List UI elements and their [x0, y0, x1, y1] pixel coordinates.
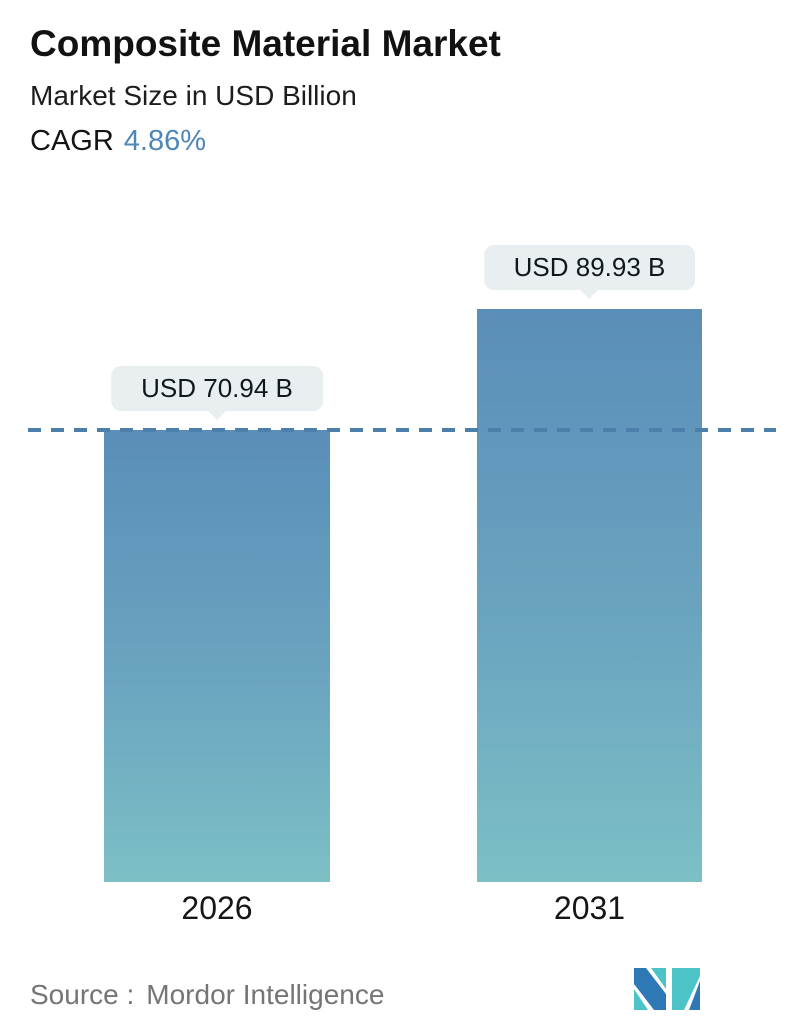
page-title: Composite Material Market: [30, 23, 501, 64]
source-label: Source :: [30, 979, 135, 1010]
logo-blue-right-triangle: [689, 981, 700, 1010]
cagr-value: 4.86%: [123, 125, 207, 158]
logo-teal-bottom-triangle: [634, 989, 648, 1010]
cagr-label: CAGR: [30, 125, 114, 158]
bar-group-2026: USD 70.94 B 2026: [104, 0, 330, 1034]
logo-teal-top-triangle: [651, 968, 666, 989]
bar-group-2031: USD 89.93 B 2031: [477, 0, 702, 1034]
source-value: Mordor Intelligence: [146, 979, 385, 1010]
source-attribution: Source : Mordor Intelligence: [30, 979, 384, 1011]
value-callout-2026: USD 70.94 B: [111, 366, 323, 411]
logo-teal-right-shape: [672, 968, 700, 1010]
x-axis-label-2031: 2031: [553, 890, 626, 926]
bar-2026: [104, 430, 330, 882]
bar-2031: [477, 309, 702, 882]
value-callout-2031: USD 89.93 B: [483, 245, 696, 290]
mordor-intelligence-logo: [634, 968, 700, 1010]
x-axis-label-2026: 2026: [181, 890, 253, 926]
cagr-line: CAGR 4.86%: [30, 125, 501, 158]
chart-subtitle: Market Size in USD Billion: [30, 80, 357, 112]
logo-blue-band: [634, 968, 666, 1010]
reference-dashed-line: [28, 428, 776, 432]
chart-header: Composite Material Market Market Size in…: [30, 22, 501, 158]
